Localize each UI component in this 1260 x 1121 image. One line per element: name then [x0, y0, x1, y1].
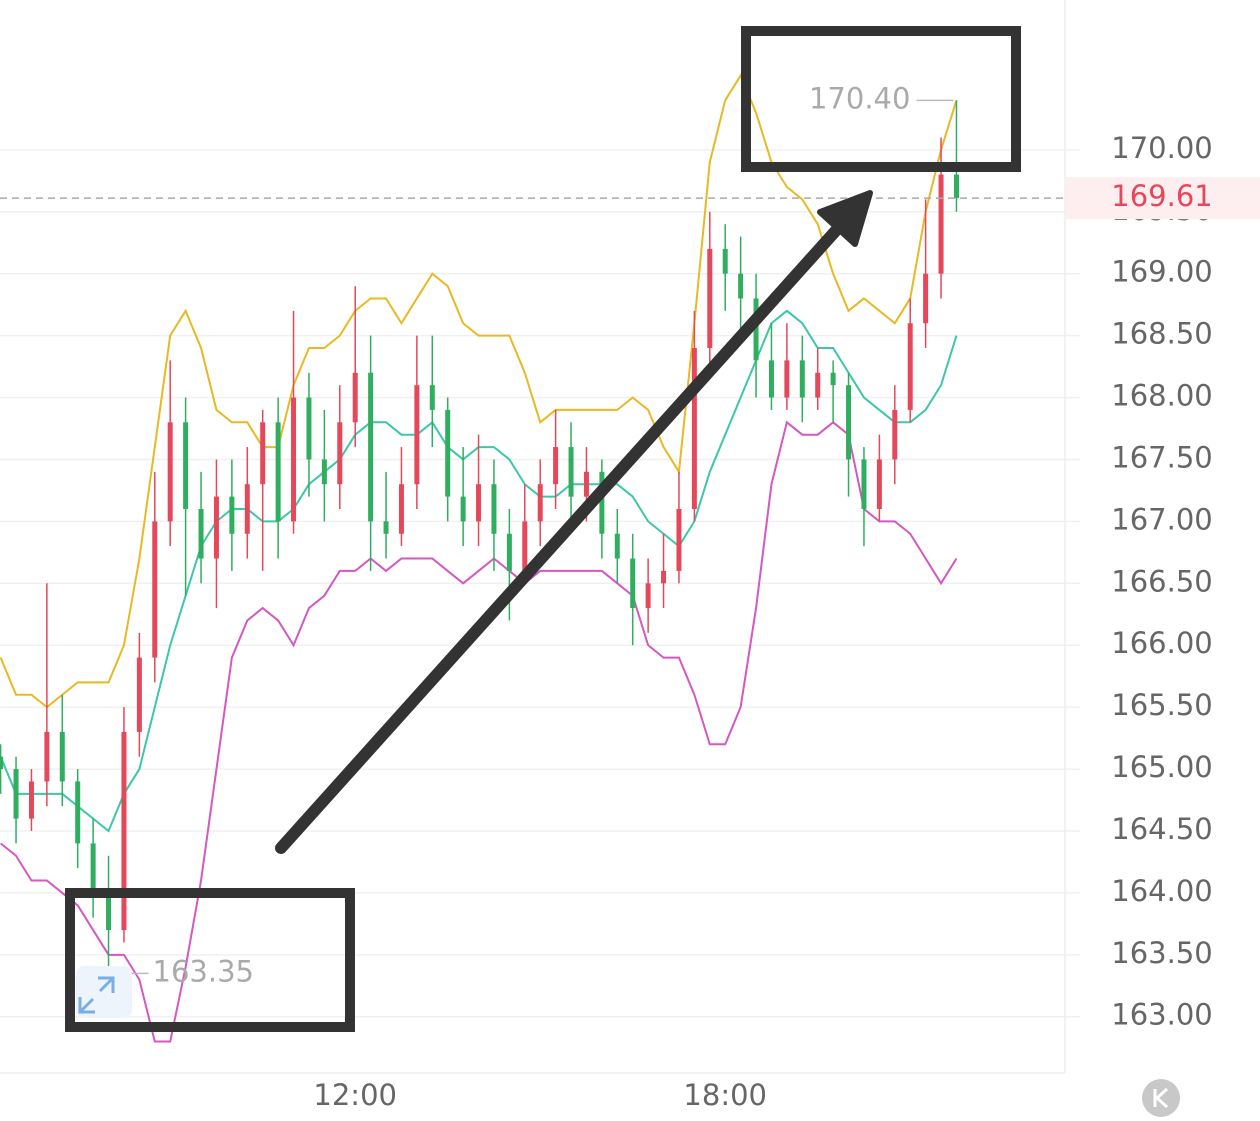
candle-body: [830, 372, 836, 386]
y-tick-label: 168.00: [1111, 379, 1212, 413]
candle-body: [198, 508, 204, 559]
candle-body: [599, 471, 605, 534]
candle-body: [244, 484, 250, 534]
candle-body: [59, 731, 65, 782]
y-tick-label: 168.50: [1111, 317, 1212, 351]
k-line-button[interactable]: [1142, 1079, 1180, 1117]
candle-body: [476, 484, 482, 522]
candle-body: [815, 372, 821, 398]
y-tick-label: 164.50: [1111, 812, 1212, 846]
y-tick-label: 166.50: [1111, 564, 1212, 598]
candle-body: [106, 892, 112, 931]
candle-body: [661, 570, 667, 584]
candle-body: [861, 459, 867, 509]
candle-body: [522, 521, 528, 571]
candle-body: [846, 385, 852, 460]
candle-body: [707, 248, 713, 348]
highlight-box-high: [741, 26, 1021, 172]
y-tick-label: 169.00: [1111, 255, 1212, 289]
candle-body: [753, 298, 759, 361]
y-tick-label: 163.00: [1111, 998, 1212, 1032]
candle-body: [121, 731, 127, 931]
y-tick-label: 166.00: [1111, 626, 1212, 660]
candle-body: [167, 422, 173, 522]
y-tick-label: 170.00: [1111, 131, 1212, 165]
y-tick-label: 164.00: [1111, 874, 1212, 908]
candle-body: [892, 409, 898, 460]
candle-body: [383, 521, 389, 534]
candle-body: [321, 459, 327, 485]
candle-body: [429, 385, 435, 410]
y-tick-label: 165.00: [1111, 750, 1212, 784]
candle-body: [90, 843, 96, 893]
candle-body: [553, 447, 559, 485]
high-label: 170.40: [809, 81, 910, 115]
candle-body: [291, 397, 297, 522]
candle-body: [799, 360, 805, 398]
candle-body: [44, 731, 50, 782]
axis-labels: 163.00 163.50 164.00 164.50 165.00 165.50 166.…: [153, 81, 1260, 1112]
candle-body: [136, 657, 142, 732]
candle-body: [568, 447, 574, 497]
candle-body: [13, 769, 19, 819]
y-tick-label: 163.50: [1111, 936, 1212, 970]
y-tick-label: 167.00: [1111, 502, 1212, 536]
candle-body: [75, 781, 81, 844]
low-label: 163.35: [153, 954, 254, 988]
candle-body: [398, 484, 404, 534]
candle-body: [152, 521, 158, 658]
candle-body: [907, 323, 913, 410]
candle-body: [275, 422, 281, 522]
highlight-box-low: [65, 888, 355, 1032]
candle-body: [923, 273, 929, 324]
last-price-label: 169.61: [1111, 179, 1212, 213]
candle-body: [614, 533, 620, 559]
band-line: [0, 73, 958, 709]
candle-body: [537, 484, 543, 522]
candle-body: [938, 174, 944, 274]
candle-body: [306, 397, 312, 460]
candle-body: [784, 360, 790, 398]
candle-body: [506, 533, 512, 571]
candle-body: [645, 583, 651, 609]
candle-body: [260, 422, 266, 485]
candle-body: [213, 496, 219, 559]
candle-body: [460, 496, 466, 522]
x-tick-label: 18:00: [683, 1078, 767, 1112]
candle-body: [28, 781, 34, 819]
candle-body: [953, 174, 959, 199]
candle-body: [722, 248, 728, 274]
candle-body: [0, 756, 4, 770]
trend-arrow: [275, 190, 873, 854]
candle-body: [368, 372, 374, 522]
candle-body: [337, 422, 343, 485]
candle-body: [738, 273, 744, 299]
last-price-bg: [1066, 177, 1260, 220]
y-tick-label: 165.50: [1111, 688, 1212, 722]
candle-body: [583, 471, 589, 497]
expand-icon[interactable]: [76, 966, 132, 1018]
candle-body: [768, 360, 774, 398]
y-tick-label: 167.50: [1111, 440, 1212, 474]
candle-body: [229, 496, 235, 534]
band-line: [0, 420, 958, 1043]
candle-body: [445, 409, 451, 497]
candle-body: [491, 484, 497, 534]
plot-area: [0, 73, 1065, 1043]
candle-body: [691, 347, 697, 509]
x-tick-label: 12:00: [313, 1078, 397, 1112]
candle-body: [630, 558, 636, 609]
candle-body: [352, 372, 358, 423]
candle-body: [414, 385, 420, 485]
candle-body: [876, 459, 882, 509]
candle-body: [183, 422, 189, 509]
candle-body: [676, 508, 682, 571]
